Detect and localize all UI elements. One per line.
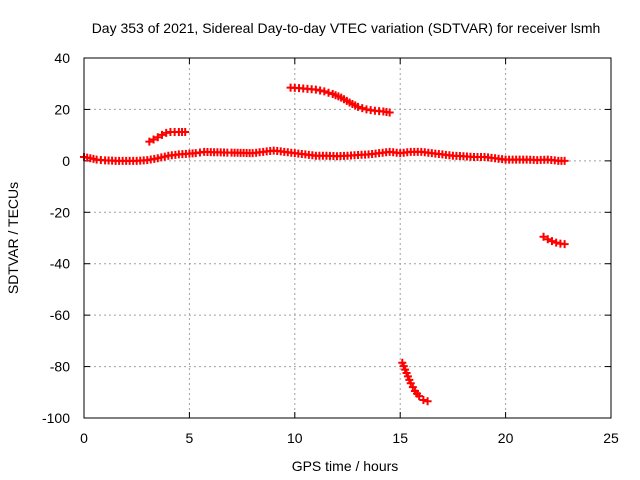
data-point-fill: [89, 154, 98, 163]
x-tick-label: 25: [603, 430, 619, 446]
x-axis-label: GPS time / hours: [292, 458, 399, 474]
series-upper-segment: [286, 83, 394, 117]
data-point-fill: [171, 150, 180, 159]
data-point: [419, 396, 428, 404]
data-point-fill: [445, 151, 454, 160]
data-point-fill: [350, 151, 359, 160]
data-point-fill: [118, 156, 127, 165]
x-tick-label: 5: [186, 430, 194, 446]
data-point-fill: [550, 156, 559, 165]
data-point-fill: [139, 156, 148, 165]
data-point: [423, 397, 432, 406]
y-tick-label: 40: [54, 50, 70, 66]
data-point: [157, 130, 166, 139]
data-point-fill: [316, 86, 325, 95]
y-tick-label: -80: [50, 359, 70, 375]
data-point-fill: [299, 84, 308, 93]
data-point: [149, 135, 158, 144]
data-point-fill: [529, 155, 538, 164]
plot-frame: [83, 57, 612, 419]
data-point-fill: [358, 104, 367, 113]
data-point: [543, 235, 552, 244]
data-point-fill: [255, 148, 264, 157]
data-point: [145, 137, 154, 146]
series-early-segment: [145, 128, 190, 146]
data-point-fill: [318, 151, 327, 160]
data-point-fill: [392, 148, 401, 157]
y-tick-label: -100: [42, 410, 70, 426]
data-point-fill: [297, 150, 306, 158]
y-tick-label: -40: [50, 256, 70, 272]
data-point-fill: [455, 152, 464, 161]
data-point-fill: [371, 149, 380, 158]
y-tick-label: 20: [54, 101, 70, 117]
data-point: [552, 238, 561, 247]
data-point-fill: [220, 148, 229, 157]
data-point-fill: [351, 101, 360, 110]
data-point-fill: [308, 151, 317, 160]
data-point-fill: [403, 148, 412, 157]
y-tick-label: 0: [62, 153, 70, 169]
data-point-fill: [382, 148, 391, 157]
x-tick-label: 10: [287, 430, 303, 446]
data-point-fill: [290, 83, 299, 92]
data-point-fill: [424, 148, 433, 157]
data-point-fill: [307, 85, 316, 94]
data-point-fill: [129, 156, 138, 165]
data-point-fill: [329, 152, 338, 161]
data-point-fill: [324, 88, 333, 97]
data-point: [547, 237, 556, 246]
data-point-fill: [108, 156, 117, 165]
data-point-fill: [150, 154, 159, 163]
y-tick-label: -60: [50, 307, 70, 323]
data-point-fill: [276, 147, 285, 156]
y-tick-label: -20: [50, 204, 70, 220]
chart-title: Day 353 of 2021, Sidereal Day-to-day VTE…: [92, 20, 601, 36]
data-point-fill: [498, 155, 507, 164]
axis-ticks: -100 -80 -60 -40 -20 0 20 40 0 5 10 15 20 25: [42, 50, 619, 446]
y-axis-label: SDTVAR / TECUs: [5, 182, 21, 294]
series-late-segment: [539, 232, 569, 249]
data-point-fill: [188, 149, 197, 158]
data-point-fill: [413, 389, 422, 398]
data-point: [560, 240, 569, 249]
series-lower-segment: [398, 358, 432, 406]
data-point-fill: [334, 92, 343, 101]
grid-lines: [84, 58, 611, 418]
data-point-fill: [413, 147, 422, 156]
data-point-fill: [96, 155, 105, 164]
data-point-fill: [195, 148, 204, 157]
data-point-fill: [342, 96, 351, 105]
data-point: [539, 232, 548, 241]
x-tick-label: 0: [80, 430, 88, 446]
data-point-fill: [487, 153, 496, 162]
data-point-fill: [401, 365, 410, 374]
data-point-fill: [366, 106, 375, 115]
data-point-fill: [477, 153, 486, 161]
data-point-fill: [508, 155, 517, 164]
data-point-fill: [287, 148, 296, 157]
data-point-fill: [181, 149, 190, 158]
data-point-fill: [266, 147, 275, 155]
data-point-fill: [519, 155, 528, 164]
data-point-fill: [466, 152, 475, 161]
data-point-fill: [382, 108, 391, 116]
data-point-fill: [557, 156, 566, 165]
data-point-fill: [361, 150, 370, 159]
data-point-fill: [160, 152, 169, 161]
x-tick-label: 20: [498, 430, 514, 446]
data-point-fill: [405, 375, 414, 384]
data-point-fill: [375, 107, 384, 116]
data-point: [153, 133, 162, 142]
data-point-fill: [339, 151, 348, 160]
x-tick-label: 15: [392, 430, 408, 446]
data-point-fill: [434, 150, 443, 158]
data-point-fill: [408, 383, 417, 392]
data-point-fill: [178, 128, 187, 137]
data-point-fill: [540, 155, 549, 164]
